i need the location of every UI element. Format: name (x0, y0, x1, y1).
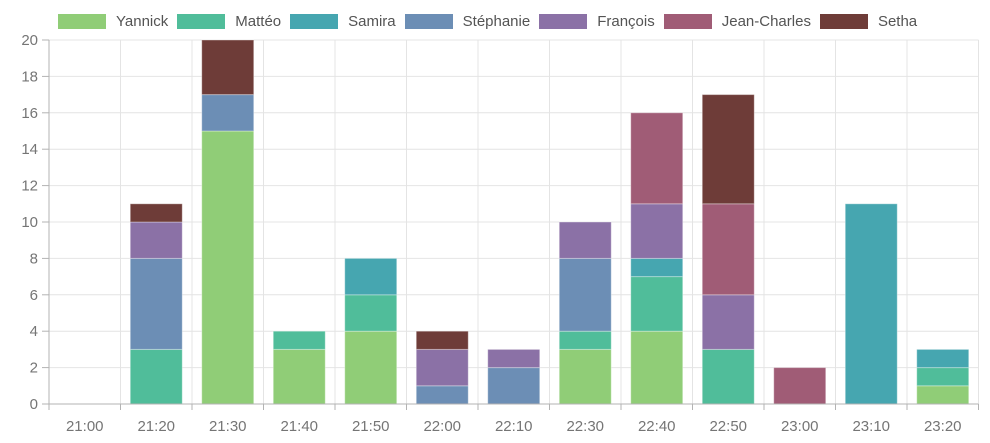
y-axis-label: 6 (30, 287, 38, 304)
legend-label-francois: François (597, 13, 655, 30)
y-axis-label: 20 (21, 32, 38, 49)
bar-segment-setha-21-30[interactable] (201, 39, 255, 96)
legend-swatch-francois (539, 14, 588, 29)
legend: Yannick Mattéo Samira Stéphanie François Jean… (58, 13, 926, 30)
bar-segment-yannick-22-40[interactable] (630, 330, 684, 405)
bar-segment-stephanie-21-30[interactable] (201, 94, 255, 132)
x-axis-label: 21:40 (280, 418, 318, 435)
bar-segment-setha-21-20[interactable] (129, 203, 183, 223)
bar-segment-francois-22-50[interactable] (701, 294, 755, 350)
y-axis-label: 2 (30, 360, 38, 377)
x-axis-label: 21:30 (209, 418, 247, 435)
legend-item-francois[interactable]: François (539, 13, 655, 30)
bar-segment-francois-22-10[interactable] (487, 348, 541, 369)
bar-segment-jean-charles-22-50[interactable] (701, 203, 755, 296)
bar-segment-samira-21-50[interactable] (344, 257, 398, 296)
legend-label-stephanie: Stéphanie (462, 13, 531, 30)
legend-swatch-matteo (177, 14, 226, 29)
legend-item-stephanie[interactable]: Stéphanie (404, 13, 531, 30)
bar-segment-jean-charles-23-00[interactable] (773, 367, 827, 405)
legend-swatch-setha (819, 14, 868, 29)
legend-swatch-jean-charles (663, 14, 712, 29)
bar-segment-stephanie-22-10[interactable] (487, 367, 541, 405)
legend-label-jean-charles: Jean-Charles (721, 13, 811, 30)
x-axis-label: 23:00 (781, 418, 819, 435)
y-axis-label: 4 (30, 323, 38, 340)
bar-segment-francois-21-20[interactable] (129, 221, 183, 259)
bar-segment-yannick-21-40[interactable] (272, 348, 326, 405)
bar-segment-matteo-22-50[interactable] (701, 348, 755, 405)
bar-segment-matteo-21-40[interactable] (272, 330, 326, 350)
x-axis-label: 22:40 (638, 418, 676, 435)
x-axis-label: 21:20 (137, 418, 175, 435)
legend-label-samira: Samira (348, 13, 396, 30)
bar-segment-yannick-21-30[interactable] (201, 130, 255, 405)
x-axis-label: 22:50 (709, 418, 747, 435)
y-axis-label: 18 (21, 68, 38, 85)
bar-segment-samira-23-10[interactable] (844, 203, 898, 405)
x-axis-label: 22:10 (495, 418, 533, 435)
bar-segment-setha-22-00[interactable] (415, 330, 469, 350)
bar-segment-yannick-23-20[interactable] (916, 385, 970, 405)
y-axis-label: 10 (21, 214, 38, 231)
x-axis-label: 21:00 (66, 418, 104, 435)
bar-segment-samira-23-20[interactable] (916, 348, 970, 369)
bar-segment-stephanie-22-00[interactable] (415, 385, 469, 405)
bar-segment-stephanie-22-30[interactable] (558, 257, 612, 332)
x-axis-label: 22:30 (566, 418, 604, 435)
legend-swatch-stephanie (404, 14, 453, 29)
bar-segment-jean-charles-22-40[interactable] (630, 112, 684, 205)
legend-label-yannick: Yannick (116, 13, 169, 30)
legend-item-matteo[interactable]: Mattéo (177, 13, 281, 30)
legend-item-setha[interactable]: Setha (819, 13, 918, 30)
legend-item-yannick[interactable]: Yannick (58, 13, 168, 30)
bar-segment-francois-22-40[interactable] (630, 203, 684, 259)
legend-label-setha: Setha (877, 13, 918, 30)
x-axis-label: 22:00 (423, 418, 461, 435)
bar-segment-matteo-23-20[interactable] (916, 367, 970, 387)
bar-segment-matteo-21-20[interactable] (129, 348, 183, 405)
bar-segment-matteo-22-40[interactable] (630, 276, 684, 332)
legend-label-matteo: Mattéo (235, 13, 282, 30)
y-axis-label: 0 (30, 396, 38, 413)
bar-segment-stephanie-21-20[interactable] (129, 257, 183, 350)
x-axis-label: 21:50 (352, 418, 390, 435)
bar-segment-francois-22-30[interactable] (558, 221, 612, 259)
bar-segment-matteo-22-30[interactable] (558, 330, 612, 350)
y-axis-label: 12 (21, 178, 38, 195)
y-axis-label: 14 (21, 141, 38, 158)
legend-swatch-yannick (58, 14, 106, 29)
legend-swatch-samira (290, 14, 339, 29)
legend-item-samira[interactable]: Samira (290, 13, 396, 30)
x-axis-label: 23:20 (924, 418, 962, 435)
x-axis-label: 23:10 (852, 418, 890, 435)
bar-segment-samira-22-40[interactable] (630, 257, 684, 278)
y-axis-label: 16 (21, 105, 38, 122)
bar-segment-yannick-21-50[interactable] (344, 330, 398, 405)
bar-segment-yannick-22-30[interactable] (558, 348, 612, 405)
bar-segment-francois-22-00[interactable] (415, 348, 469, 387)
y-axis-label: 8 (30, 250, 38, 267)
bar-segment-matteo-21-50[interactable] (344, 294, 398, 332)
bar-segment-setha-22-50[interactable] (701, 94, 755, 205)
legend-item-jean-charles[interactable]: Jean-Charles (663, 13, 811, 30)
